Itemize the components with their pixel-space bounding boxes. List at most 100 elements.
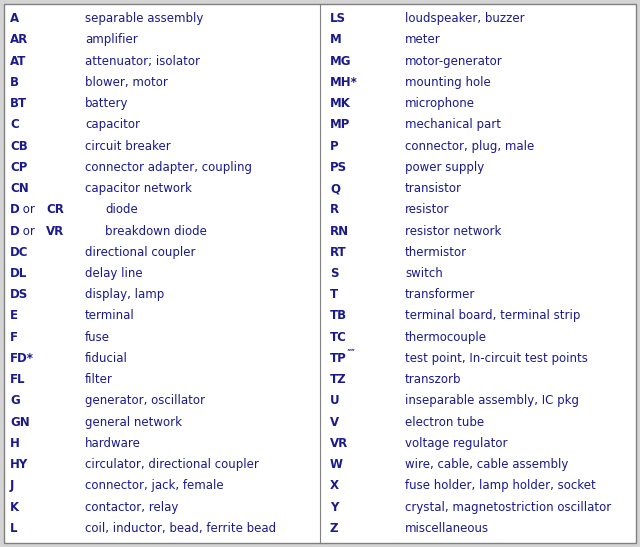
Text: directional coupler: directional coupler <box>85 246 195 259</box>
Text: miscellaneous: miscellaneous <box>405 522 489 535</box>
Text: filter: filter <box>85 373 113 386</box>
Text: circuit breaker: circuit breaker <box>85 139 171 153</box>
Text: L: L <box>10 522 17 535</box>
Text: MH*: MH* <box>330 76 358 89</box>
Text: LS: LS <box>330 12 346 25</box>
Text: connector, jack, female: connector, jack, female <box>85 479 223 492</box>
Text: breakdown diode: breakdown diode <box>105 224 207 237</box>
Text: AT: AT <box>10 55 26 68</box>
Text: or: or <box>19 224 38 237</box>
Text: M: M <box>330 33 342 46</box>
Text: HY: HY <box>10 458 28 471</box>
Text: G: G <box>10 394 20 408</box>
Text: Y: Y <box>330 501 339 514</box>
Text: coil, inductor, bead, ferrite bead: coil, inductor, bead, ferrite bead <box>85 522 276 535</box>
Text: connector, plug, male: connector, plug, male <box>405 139 534 153</box>
Text: F: F <box>10 331 18 344</box>
Text: H: H <box>10 437 20 450</box>
Text: D: D <box>10 203 20 216</box>
Text: inseparable assembly, IC pkg: inseparable assembly, IC pkg <box>405 394 579 408</box>
Text: mechanical part: mechanical part <box>405 118 501 131</box>
Text: DL: DL <box>10 267 28 280</box>
Text: VR: VR <box>330 437 348 450</box>
Text: MG: MG <box>330 55 351 68</box>
Text: V: V <box>330 416 339 429</box>
Text: TB: TB <box>330 310 347 323</box>
Text: crystal, magnetostriction oscillator: crystal, magnetostriction oscillator <box>405 501 611 514</box>
Text: delay line: delay line <box>85 267 143 280</box>
Text: S: S <box>330 267 339 280</box>
Text: connector adapter, coupling: connector adapter, coupling <box>85 161 252 174</box>
Text: or: or <box>19 203 38 216</box>
Text: transformer: transformer <box>405 288 476 301</box>
Text: Z: Z <box>330 522 339 535</box>
Text: Q: Q <box>330 182 340 195</box>
Text: MK: MK <box>330 97 351 110</box>
Text: DS: DS <box>10 288 28 301</box>
Text: transistor: transistor <box>405 182 462 195</box>
Text: hardware: hardware <box>85 437 141 450</box>
Text: capacitor network: capacitor network <box>85 182 192 195</box>
Text: A: A <box>10 12 19 25</box>
Text: diode: diode <box>105 203 138 216</box>
Text: FL: FL <box>10 373 26 386</box>
Text: D: D <box>10 224 20 237</box>
Text: CR: CR <box>46 203 64 216</box>
Text: K: K <box>10 501 19 514</box>
Text: R: R <box>330 203 339 216</box>
Text: test point, In-circuit test points: test point, In-circuit test points <box>405 352 588 365</box>
Text: TP: TP <box>330 352 347 365</box>
Text: J: J <box>10 479 14 492</box>
Text: switch: switch <box>405 267 443 280</box>
Text: VR: VR <box>46 224 64 237</box>
Text: MP: MP <box>330 118 350 131</box>
Text: amplifier: amplifier <box>85 33 138 46</box>
Text: ˜˜: ˜˜ <box>346 350 355 359</box>
Text: U: U <box>330 394 340 408</box>
Text: AR: AR <box>10 33 28 46</box>
Text: capacitor: capacitor <box>85 118 140 131</box>
Text: resistor network: resistor network <box>405 224 501 237</box>
Text: voltage regulator: voltage regulator <box>405 437 508 450</box>
Text: general network: general network <box>85 416 182 429</box>
Text: transzorb: transzorb <box>405 373 461 386</box>
Text: CB: CB <box>10 139 28 153</box>
Text: mounting hole: mounting hole <box>405 76 491 89</box>
Text: circulator, directional coupler: circulator, directional coupler <box>85 458 259 471</box>
Text: terminal board, terminal strip: terminal board, terminal strip <box>405 310 580 323</box>
Text: meter: meter <box>405 33 441 46</box>
Text: C: C <box>10 118 19 131</box>
Text: blower, motor: blower, motor <box>85 76 168 89</box>
Text: thermistor: thermistor <box>405 246 467 259</box>
Text: E: E <box>10 310 18 323</box>
Text: RN: RN <box>330 224 349 237</box>
Text: microphone: microphone <box>405 97 475 110</box>
Text: fuse: fuse <box>85 331 110 344</box>
Text: motor-generator: motor-generator <box>405 55 503 68</box>
Text: W: W <box>330 458 343 471</box>
Text: loudspeaker, buzzer: loudspeaker, buzzer <box>405 12 525 25</box>
Text: DC: DC <box>10 246 29 259</box>
Text: BT: BT <box>10 97 27 110</box>
Text: fiducial: fiducial <box>85 352 128 365</box>
Text: thermocouple: thermocouple <box>405 331 487 344</box>
Text: FD*: FD* <box>10 352 34 365</box>
Text: PS: PS <box>330 161 347 174</box>
Text: display, lamp: display, lamp <box>85 288 164 301</box>
Text: TZ: TZ <box>330 373 347 386</box>
Text: TC: TC <box>330 331 347 344</box>
Text: fuse holder, lamp holder, socket: fuse holder, lamp holder, socket <box>405 479 596 492</box>
Text: B: B <box>10 76 19 89</box>
Text: wire, cable, cable assembly: wire, cable, cable assembly <box>405 458 568 471</box>
Text: power supply: power supply <box>405 161 484 174</box>
Text: T: T <box>330 288 338 301</box>
Text: generator, oscillator: generator, oscillator <box>85 394 205 408</box>
Text: P: P <box>330 139 339 153</box>
Text: contactor, relay: contactor, relay <box>85 501 179 514</box>
Text: GN: GN <box>10 416 29 429</box>
Text: terminal: terminal <box>85 310 135 323</box>
Text: battery: battery <box>85 97 129 110</box>
Text: resistor: resistor <box>405 203 449 216</box>
Text: electron tube: electron tube <box>405 416 484 429</box>
Text: attenuator; isolator: attenuator; isolator <box>85 55 200 68</box>
